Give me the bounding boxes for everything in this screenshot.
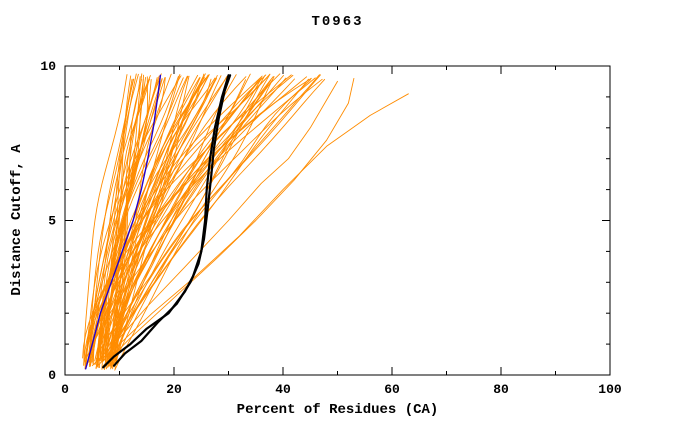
y-tick-label: 0 (48, 368, 56, 383)
black-model-curve-1 (102, 74, 230, 369)
x-tick-label: 100 (598, 382, 622, 397)
blue-model-curve (85, 74, 162, 370)
y-tick-label: 5 (48, 214, 56, 229)
server-model-curve (89, 75, 229, 360)
server-model-curve (107, 78, 260, 368)
server-model-curve (116, 76, 147, 364)
server-model-curve (115, 78, 144, 361)
server-model-curve (83, 74, 128, 366)
server-model-curve (95, 74, 294, 369)
server-model-curve (112, 75, 266, 363)
server-model-curve (113, 79, 274, 360)
server-model-outlier-2 (102, 77, 355, 367)
server-model-curve (102, 79, 272, 362)
server-model-curve (96, 75, 179, 367)
server-model-curve (108, 78, 262, 367)
server-model-curve (88, 78, 135, 359)
server-model-curve (114, 73, 251, 362)
chart-title: T0963 (311, 14, 364, 30)
x-tick-label: 60 (384, 382, 400, 397)
server-model-curve (112, 74, 320, 368)
server-model-curve (103, 74, 321, 370)
x-tick-label: 80 (493, 382, 509, 397)
x-tick-label: 40 (275, 382, 291, 397)
x-tick-label: 20 (166, 382, 182, 397)
black-model-curve-2 (112, 74, 232, 367)
server-model-curve (99, 75, 160, 369)
x-axis-label: Percent of Residues (CA) (236, 402, 439, 418)
server-model-curve (89, 78, 163, 367)
server-model-curve (112, 76, 205, 361)
server-model-curve (114, 76, 275, 371)
y-tick-label: 10 (40, 59, 56, 74)
server-model-curve (107, 78, 212, 363)
server-model-curve (94, 73, 205, 366)
server-model-curve (106, 73, 139, 368)
x-tick-label: 0 (61, 382, 69, 397)
server-model-curve (83, 74, 267, 365)
server-model-outlier-3 (91, 80, 338, 367)
server-model-curve (92, 76, 141, 365)
server-model-curve (101, 78, 309, 362)
server-model-curve (110, 76, 247, 367)
